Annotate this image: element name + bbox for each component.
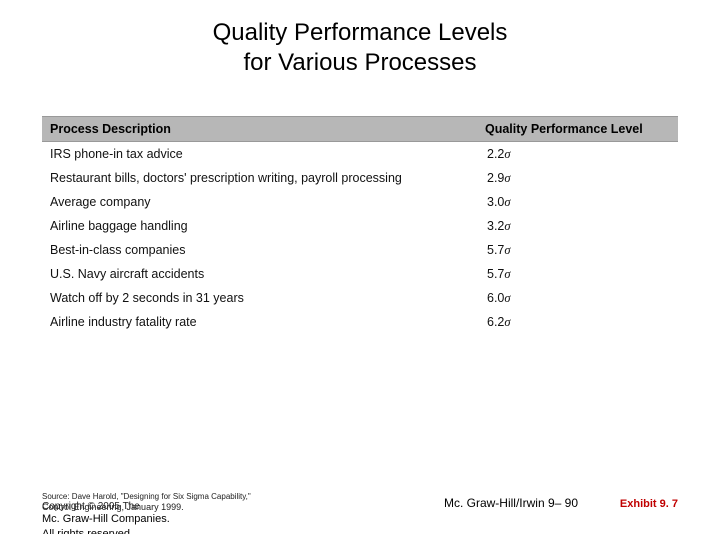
cell-quality-level: 6.2σ <box>485 315 670 330</box>
sigma-symbol: σ <box>504 243 510 257</box>
slide-title: Quality Performance Levels for Various P… <box>0 0 720 78</box>
copyright-overlay: Copyright © 2005 The <box>42 501 140 514</box>
table-row: IRS phone-in tax advice2.2σ <box>42 142 678 166</box>
footer-center: Mc. Graw-Hill/Irwin 9– 90 <box>434 496 588 513</box>
footer-companies: Mc. Graw-Hill Companies. <box>42 513 678 527</box>
table-row: Airline baggage handling3.2σ <box>42 214 678 238</box>
level-value: 2.9 <box>487 171 504 185</box>
table-row: Watch off by 2 seconds in 31 years6.0σ <box>42 286 678 310</box>
sigma-symbol: σ <box>504 147 510 161</box>
sigma-symbol: σ <box>504 171 510 185</box>
sigma-symbol: σ <box>504 195 510 209</box>
table-body: IRS phone-in tax advice2.2σRestaurant bi… <box>42 142 678 334</box>
process-table: Process Description Quality Performance … <box>42 116 678 334</box>
table-header-row: Process Description Quality Performance … <box>42 116 678 142</box>
table-row: Average company3.0σ <box>42 190 678 214</box>
level-value: 5.7 <box>487 243 504 257</box>
cell-quality-level: 2.9σ <box>485 171 670 186</box>
level-value: 2.2 <box>487 147 504 161</box>
table-row: Airline industry fatality rate6.2σ <box>42 310 678 334</box>
sigma-symbol: σ <box>504 315 510 329</box>
cell-quality-level: 5.7σ <box>485 243 670 258</box>
cell-process-description: Airline baggage handling <box>50 219 485 234</box>
cell-process-description: Average company <box>50 195 485 210</box>
level-value: 6.0 <box>487 291 504 305</box>
cell-process-description: IRS phone-in tax advice <box>50 147 485 162</box>
footer-source: Source: Dave Harold, "Designing for Six … <box>42 492 434 513</box>
sigma-symbol: σ <box>504 291 510 305</box>
table-row: Best-in-class companies5.7σ <box>42 238 678 262</box>
cell-quality-level: 2.2σ <box>485 147 670 162</box>
slide-footer: Source: Dave Harold, "Designing for Six … <box>42 492 678 534</box>
sigma-symbol: σ <box>504 267 510 281</box>
header-process-description: Process Description <box>50 122 485 136</box>
source-line-2: Control Engineering, January 1999. Copyr… <box>42 502 434 513</box>
exhibit-label: Exhibit 9. 7 <box>588 498 678 514</box>
cell-process-description: Watch off by 2 seconds in 31 years <box>50 291 485 306</box>
level-value: 5.7 <box>487 267 504 281</box>
table-row: Restaurant bills, doctors' prescription … <box>42 166 678 190</box>
cell-quality-level: 5.7σ <box>485 267 670 282</box>
cell-quality-level: 6.0σ <box>485 291 670 306</box>
cell-quality-level: 3.0σ <box>485 195 670 210</box>
footer-row: Source: Dave Harold, "Designing for Six … <box>42 492 678 513</box>
level-value: 3.2 <box>487 219 504 233</box>
level-value: 6.2 <box>487 315 504 329</box>
cell-process-description: U.S. Navy aircraft accidents <box>50 267 485 282</box>
cell-process-description: Restaurant bills, doctors' prescription … <box>50 171 485 186</box>
footer-cutoff: All rights reserved <box>42 528 678 534</box>
level-value: 3.0 <box>487 195 504 209</box>
title-line-1: Quality Performance Levels <box>0 18 720 48</box>
cell-process-description: Airline industry fatality rate <box>50 315 485 330</box>
sigma-symbol: σ <box>504 219 510 233</box>
title-line-2: for Various Processes <box>0 48 720 78</box>
table-row: U.S. Navy aircraft accidents5.7σ <box>42 262 678 286</box>
cell-process-description: Best-in-class companies <box>50 243 485 258</box>
cell-quality-level: 3.2σ <box>485 219 670 234</box>
header-quality-level: Quality Performance Level <box>485 122 670 136</box>
